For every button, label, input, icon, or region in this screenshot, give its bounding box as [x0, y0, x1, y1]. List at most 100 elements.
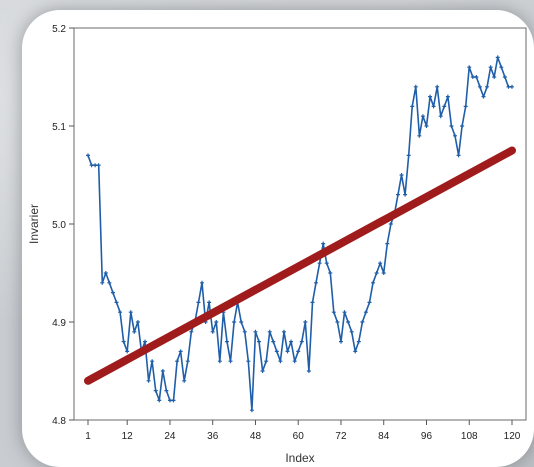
data-point — [257, 339, 262, 344]
data-point — [502, 75, 507, 79]
data-point — [360, 320, 365, 324]
data-point — [214, 320, 219, 324]
data-point — [321, 241, 326, 246]
data-point — [207, 300, 212, 305]
data-point — [146, 378, 151, 383]
data-point — [381, 271, 386, 275]
data-point — [100, 280, 105, 285]
x-axis-label: Index — [285, 451, 314, 465]
data-point — [153, 388, 158, 393]
data-point — [363, 310, 368, 315]
data-point — [249, 408, 254, 413]
x-tick-label: 60 — [293, 431, 305, 442]
data-point — [267, 329, 272, 334]
data-point — [246, 359, 251, 364]
y-tick-label: 4.9 — [52, 318, 66, 329]
x-tick-label: 24 — [164, 431, 176, 442]
x-tick-label: 108 — [461, 431, 478, 442]
data-point — [420, 114, 425, 119]
data-point — [182, 378, 187, 383]
data-point — [292, 359, 297, 364]
data-point — [435, 84, 440, 89]
y-axis-label: Invarier — [27, 204, 41, 244]
data-point — [438, 114, 443, 119]
data-point — [338, 339, 343, 344]
data-point — [118, 310, 123, 315]
data-point — [178, 349, 183, 354]
x-tick-label: 72 — [335, 431, 347, 442]
data-point — [499, 65, 504, 70]
data-point — [107, 280, 112, 285]
data-point — [281, 329, 286, 334]
data-point — [417, 133, 422, 138]
chart-frame: 4.8 4.9 5.0 5.1 5.2 1 12 24 36 48 60 72 84 96 108 120 … — [22, 10, 534, 467]
data-point — [189, 329, 194, 334]
line-chart: 4.84.95.05.15.2 1 12 24 36 48 60 72 84 96 108 120 … — [27, 24, 527, 465]
data-point — [474, 75, 479, 79]
data-point — [121, 339, 126, 344]
data-point — [143, 339, 148, 344]
data-point — [164, 388, 169, 393]
plot-area — [73, 27, 527, 421]
data-point — [335, 320, 340, 324]
data-point — [467, 65, 472, 70]
data-point — [452, 133, 457, 138]
data-point — [132, 329, 137, 334]
data-point — [388, 222, 393, 226]
y-tick-label: 5.0 — [52, 220, 66, 231]
data-point — [260, 369, 265, 373]
data-point — [456, 153, 461, 158]
data-point — [310, 300, 315, 305]
data-point — [470, 75, 475, 79]
data-point — [185, 359, 190, 364]
data-point — [410, 104, 415, 109]
data-point — [303, 320, 308, 324]
data-point — [253, 329, 258, 334]
data-point — [210, 329, 215, 334]
data-point — [477, 84, 482, 89]
data-point — [228, 359, 233, 364]
data-point — [506, 84, 511, 89]
data-point — [167, 398, 172, 403]
x-tick-label: 84 — [378, 431, 390, 442]
data-point — [449, 124, 454, 128]
data-point — [160, 369, 165, 373]
data-point — [239, 320, 244, 324]
data-point — [125, 349, 130, 354]
data-point — [224, 339, 229, 344]
data-point — [114, 300, 119, 305]
data-point — [374, 271, 379, 275]
data-point — [128, 310, 133, 315]
x-tick-label: 12 — [122, 431, 134, 442]
data-point — [431, 104, 436, 109]
data-point — [385, 241, 390, 246]
data-point — [399, 173, 404, 177]
x-tick-label: 36 — [207, 431, 219, 442]
data-point — [299, 339, 304, 344]
data-point — [463, 104, 468, 109]
data-point — [157, 398, 162, 403]
data-point — [353, 349, 358, 354]
data-point — [460, 124, 465, 128]
data-point — [510, 84, 514, 89]
data-point — [314, 280, 319, 285]
data-point — [135, 320, 140, 324]
data-point — [271, 339, 276, 344]
data-point — [289, 339, 294, 344]
data-point — [264, 359, 269, 364]
data-point — [110, 290, 115, 295]
data-point — [232, 320, 237, 324]
data-point — [492, 75, 497, 79]
data-point — [485, 84, 490, 89]
x-tick-label: 1 — [85, 431, 91, 442]
data-point — [428, 94, 433, 99]
data-point — [93, 163, 98, 168]
data-point — [378, 261, 383, 266]
y-tick-label: 5.1 — [52, 122, 66, 133]
data-point — [217, 359, 222, 364]
data-point — [296, 349, 301, 354]
data-point — [371, 280, 376, 285]
x-tick-label: 96 — [421, 431, 433, 442]
trend-line — [84, 146, 516, 385]
data-point — [395, 192, 400, 197]
